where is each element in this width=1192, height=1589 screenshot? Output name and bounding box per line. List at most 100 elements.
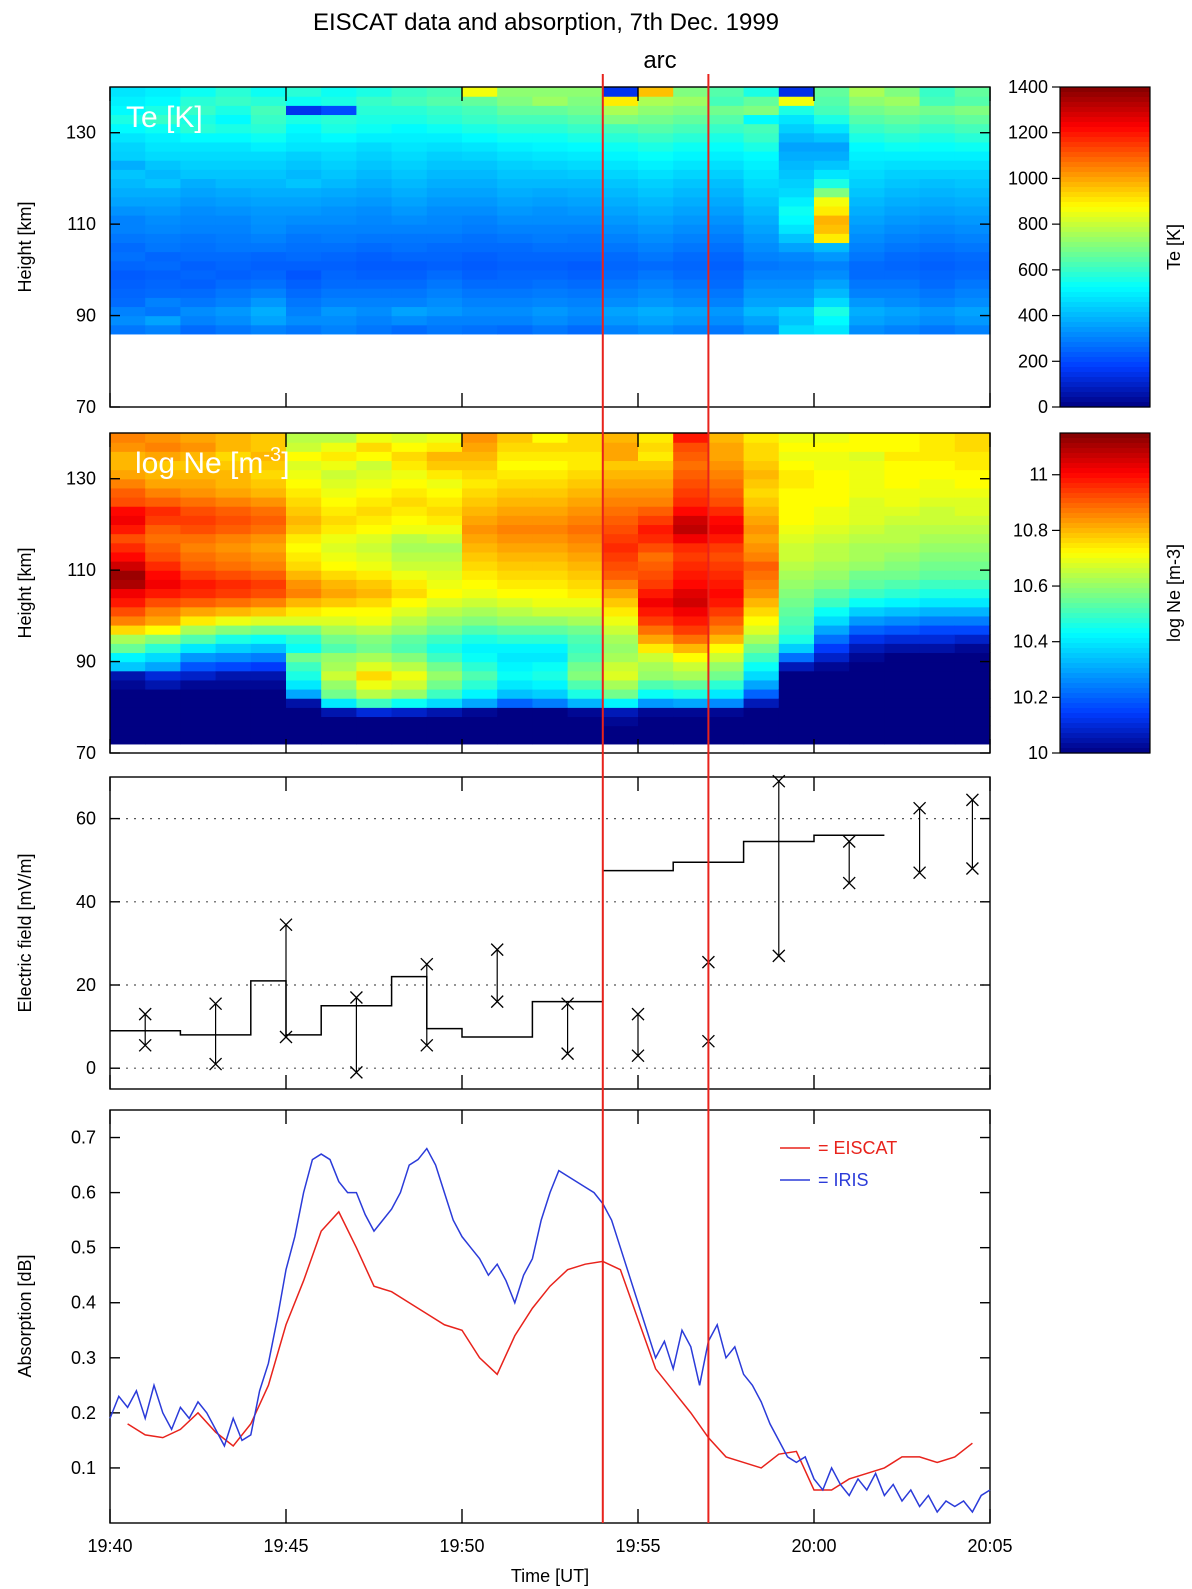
ne-cell (180, 588, 217, 599)
ne-colorbar-segment (1060, 473, 1150, 479)
ne-cell (778, 734, 815, 745)
te-cell (180, 151, 217, 161)
ne-cell (602, 716, 639, 727)
ne-cell (778, 460, 815, 471)
ne-cell (250, 561, 287, 571)
te-cell (180, 242, 217, 253)
ne-frame (109, 432, 991, 754)
ne-cell (286, 679, 322, 690)
te-cell (286, 105, 322, 116)
ne-cell (567, 707, 604, 718)
ne-cell (638, 487, 674, 498)
te-cell (919, 105, 956, 116)
ne-cell (919, 588, 956, 599)
te-cell (462, 260, 498, 271)
te-cell (145, 242, 181, 253)
ne-colorbar-segment (1060, 513, 1150, 519)
te-cell (884, 251, 921, 262)
te-cell (462, 141, 498, 152)
ne-cell (743, 689, 780, 699)
te-cell (919, 251, 956, 262)
te-colorbar-segment (1060, 242, 1150, 248)
efield-error-cap (349, 1065, 363, 1079)
ne-colorbar-segment (1060, 613, 1150, 619)
te-cell (110, 151, 146, 161)
ne-cell (215, 506, 252, 516)
te-cell (849, 187, 885, 198)
ne-cell (145, 597, 181, 608)
ne-cell (250, 679, 287, 690)
te-cell (356, 251, 393, 262)
ne-cell (638, 460, 674, 471)
ne-cell (954, 588, 991, 599)
ne-cell (884, 515, 921, 526)
ne-cell (286, 433, 322, 443)
ne-cell (778, 451, 815, 462)
ne-cell (497, 734, 533, 745)
ne-cell (497, 533, 533, 544)
te-cell (145, 132, 181, 143)
te-cell (954, 169, 991, 180)
te-cell (567, 242, 604, 253)
te-cell (321, 288, 357, 298)
ne-cell (743, 725, 780, 736)
te-cell (145, 205, 181, 216)
ne-cell (532, 597, 569, 608)
te-cell (462, 242, 498, 253)
te-cell (532, 169, 569, 180)
ne-cell (426, 515, 463, 526)
ne-cell (145, 625, 181, 635)
te-cell (180, 269, 217, 280)
te-cell (673, 151, 709, 161)
ne-cell (602, 515, 639, 526)
te-cell (638, 251, 674, 262)
ne-cell (743, 515, 780, 526)
ne-cell (391, 597, 428, 608)
te-cell (110, 279, 146, 289)
ne-cell (778, 716, 815, 727)
te-cell (849, 260, 885, 271)
ne-cell (286, 698, 322, 708)
ne-cell (743, 734, 780, 745)
ne-cell (638, 506, 674, 516)
ne-cell (673, 478, 709, 489)
ne-cell (849, 661, 885, 672)
ne-cell (462, 487, 498, 498)
ne-cell (849, 606, 885, 617)
te-cell (743, 96, 780, 106)
te-cell (145, 169, 181, 180)
ne-cell (567, 451, 604, 462)
te-cell (286, 251, 322, 262)
ne-cell (532, 542, 569, 553)
te-cell (145, 297, 181, 308)
ne-cell (497, 670, 533, 681)
ne-cell (884, 725, 921, 736)
te-cell (954, 215, 991, 225)
ne-cell (602, 652, 639, 663)
te-cell (919, 288, 956, 298)
ne-cell (497, 661, 533, 672)
te-cell (849, 242, 885, 253)
ne-cell (356, 597, 393, 608)
ne-cell (849, 433, 885, 443)
te-cell (286, 279, 322, 289)
ne-cell (321, 524, 357, 535)
ne-cell (426, 679, 463, 690)
ne-cell (250, 707, 287, 718)
ne-cell (286, 561, 322, 571)
ne-cell (110, 634, 146, 644)
ne-cell (602, 670, 639, 681)
te-cell (884, 288, 921, 298)
te-cell (673, 87, 709, 97)
te-cell (532, 260, 569, 271)
te-cell (215, 306, 252, 317)
ne-cell (673, 533, 709, 544)
ne-cell (814, 643, 850, 654)
te-colorbar-segment (1060, 272, 1150, 278)
ne-cell (391, 689, 428, 699)
ne-cell (567, 679, 604, 690)
te-cell (356, 114, 393, 125)
ne-cell (180, 570, 217, 580)
ne-cell (638, 689, 674, 699)
ne-colorbar-segment (1060, 443, 1150, 449)
